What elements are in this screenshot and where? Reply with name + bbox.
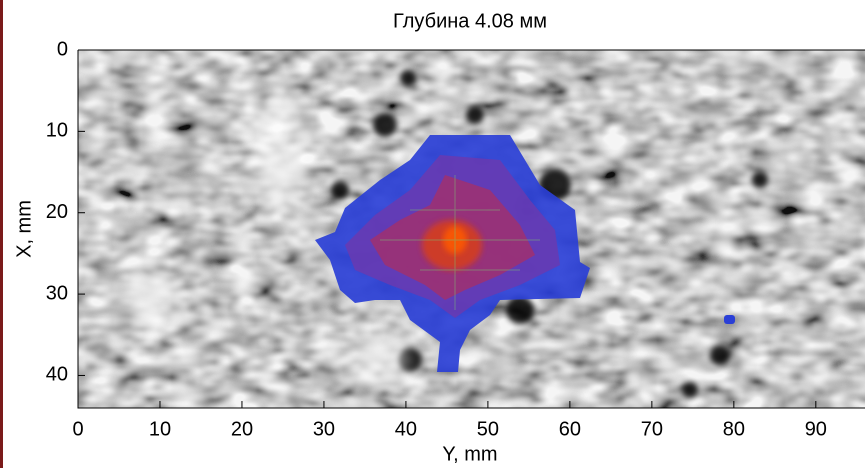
x-tick-label: 40	[395, 418, 417, 440]
x-tick-label: 70	[641, 418, 663, 440]
y-tick-label: 10	[46, 120, 68, 142]
y-tick-label: 0	[57, 38, 68, 60]
x-tick-label: 90	[805, 418, 827, 440]
x-tick-label: 50	[477, 418, 499, 440]
x-tick-label: 80	[723, 418, 745, 440]
x-tick-label: 60	[559, 418, 581, 440]
x-tick-label: 30	[313, 418, 335, 440]
y-tick-label: 40	[46, 364, 68, 386]
y-axis-label: X, mm	[13, 200, 35, 258]
defect-overlay	[315, 135, 735, 372]
y-tick-label: 20	[46, 201, 68, 223]
scan-image	[78, 50, 865, 408]
x-tick-label: 20	[231, 418, 253, 440]
x-axis-label: Y, mm	[442, 443, 497, 465]
chart-title: Глубина 4.08 мм	[393, 10, 547, 32]
x-tick-label: 0	[72, 418, 83, 440]
window-edge	[0, 0, 3, 468]
x-tick-label: 10	[149, 418, 171, 440]
y-tick-label: 30	[46, 282, 68, 304]
